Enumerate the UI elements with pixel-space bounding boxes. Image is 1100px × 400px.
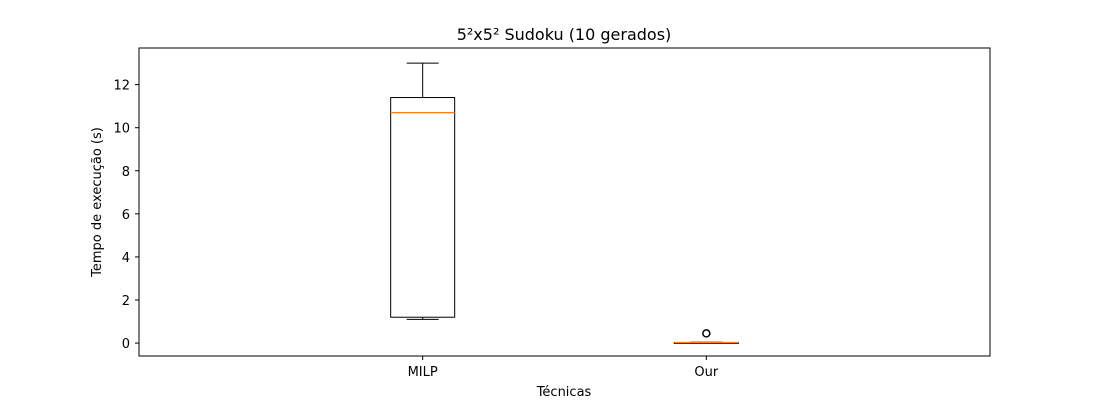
y-tick-label: 4 xyxy=(122,251,130,266)
x-axis-ticks: MILP Our xyxy=(408,356,719,380)
outlier-point xyxy=(702,329,711,338)
y-tick-label: 8 xyxy=(122,165,130,180)
box-body xyxy=(390,97,456,318)
y-tick-label: 6 xyxy=(122,208,130,223)
chart-title: 5²x5² Sudoku (10 gerados) xyxy=(457,25,672,44)
y-tick-label: 12 xyxy=(113,79,130,94)
box-milp xyxy=(390,62,456,320)
x-tick-label: MILP xyxy=(408,365,438,380)
x-tick-label: Our xyxy=(694,365,718,380)
box-series xyxy=(390,62,739,344)
y-tick-label: 10 xyxy=(113,122,130,137)
plot-frame xyxy=(138,47,991,357)
x-axis-label: Técnicas xyxy=(536,385,592,400)
box-our xyxy=(673,329,739,344)
y-tick-label: 2 xyxy=(122,294,130,309)
y-axis-label: Tempo de execução (s) xyxy=(90,127,105,278)
y-axis-ticks: 0 2 4 6 8 10 12 xyxy=(113,79,139,352)
y-tick-label: 0 xyxy=(122,337,130,352)
